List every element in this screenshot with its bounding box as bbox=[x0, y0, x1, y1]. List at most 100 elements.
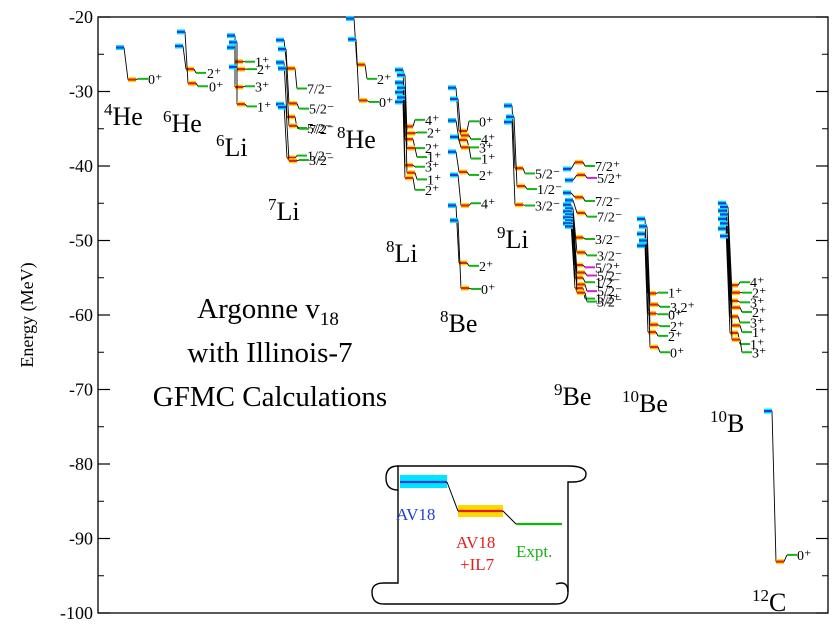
level-label: 7/2⁻ bbox=[595, 195, 620, 210]
level-connector bbox=[457, 136, 462, 148]
y-tick-label: -90 bbox=[69, 529, 93, 549]
nucleus-label-9Li: 9Li bbox=[497, 223, 529, 254]
level-label: 4⁺ bbox=[750, 276, 764, 291]
level-connector bbox=[737, 316, 741, 323]
level-label: 7/2⁻ bbox=[597, 211, 622, 226]
level-connector bbox=[414, 172, 418, 180]
legend-il7-text-2: +IL7 bbox=[460, 555, 495, 574]
level-connector bbox=[657, 304, 661, 308]
nucleus-mass-number: 9 bbox=[554, 380, 563, 399]
level-connector bbox=[296, 103, 300, 109]
level-label: 0⁺ bbox=[670, 346, 684, 361]
level-label: 3/2⁻ bbox=[597, 296, 622, 311]
level-label: 5/2⁺ bbox=[595, 261, 620, 276]
level-connector bbox=[582, 197, 586, 202]
level-label: 2⁺ bbox=[668, 330, 682, 345]
nucleus-mass-number: 10 bbox=[710, 407, 727, 426]
nucleus-element-symbol: He bbox=[172, 109, 202, 138]
nucleus-label-12C: 12C bbox=[752, 586, 786, 617]
level-connector bbox=[646, 240, 651, 348]
level-label: 0⁺ bbox=[379, 96, 393, 111]
level-label: 0⁺ bbox=[148, 73, 162, 88]
level-connector bbox=[182, 45, 187, 70]
level-label: 1⁺ bbox=[255, 56, 269, 71]
y-tick-label: -80 bbox=[69, 454, 93, 474]
level-connector bbox=[570, 162, 576, 170]
level-connector bbox=[584, 284, 588, 292]
level-connector bbox=[582, 277, 586, 283]
level-label: 1⁺ bbox=[668, 287, 682, 302]
level-connector bbox=[513, 116, 518, 187]
level-groups: 0⁺ 2⁺0⁺1⁺2⁺3⁺1⁺7/2⁻5/2⁻5/2⁻7/2⁻1/2⁻3/2⁻2⁺… bbox=[116, 15, 811, 565]
level-connector bbox=[644, 233, 649, 314]
nucleus-label-6He: 6He bbox=[163, 107, 202, 138]
level-label: 2⁺ bbox=[427, 126, 441, 141]
level-label: 2⁺ bbox=[425, 142, 439, 157]
level-connector bbox=[455, 87, 460, 132]
level-connector bbox=[184, 31, 189, 84]
level-connector bbox=[655, 331, 659, 337]
level-connector bbox=[296, 159, 300, 162]
nucleus-element-symbol: He bbox=[346, 125, 376, 154]
nucleus-group-8He: 2⁺ 0⁺ bbox=[346, 15, 393, 111]
nucleus-group-6He: 2⁺0⁺ bbox=[175, 29, 223, 95]
level-connector bbox=[123, 47, 129, 80]
level-connector bbox=[457, 220, 462, 289]
level-connector bbox=[524, 185, 528, 190]
level-connector bbox=[739, 307, 743, 313]
legend-connector-1 bbox=[446, 481, 459, 512]
scroll-outline bbox=[371, 465, 587, 605]
nucleus-mass-number: 7 bbox=[268, 195, 277, 214]
level-label: 1⁺ bbox=[752, 326, 766, 341]
level-connector bbox=[283, 62, 288, 117]
level-label: 0⁺ bbox=[479, 115, 493, 130]
level-label: 3/2⁻ bbox=[535, 199, 560, 214]
nucleus-group-9Be: 7/2⁺5/2⁺7/2⁻7/2⁻3/2⁻3/2⁻5/2⁺5/2⁻1/2⁻5/2⁻… bbox=[563, 159, 622, 311]
level-connector bbox=[655, 292, 659, 294]
nucleus-mass-number: 8 bbox=[386, 237, 395, 256]
level-connector bbox=[511, 122, 516, 205]
level-connector bbox=[135, 78, 139, 81]
nucleus-label-8Li: 8Li bbox=[386, 237, 418, 268]
level-connector bbox=[725, 228, 731, 333]
level-connector bbox=[296, 125, 300, 130]
nucleus-group-10Be: 1⁺3,2⁺0⁺2⁺2⁺0⁺ bbox=[637, 216, 695, 361]
level-label: 1/2⁻ bbox=[595, 276, 620, 291]
level-connector bbox=[727, 236, 733, 340]
level-connector bbox=[195, 83, 199, 87]
nucleus-element-symbol: He bbox=[113, 102, 143, 131]
level-connector bbox=[402, 82, 406, 140]
annotation-line1-sub: 18 bbox=[320, 309, 339, 330]
level-connector bbox=[364, 64, 368, 79]
level-connector bbox=[783, 554, 788, 562]
level-connector bbox=[582, 237, 586, 240]
level-label: 1⁺ bbox=[427, 151, 441, 166]
nucleus-element-symbol: Be bbox=[563, 382, 592, 411]
annotation-line2: with Illinois-7 bbox=[187, 337, 352, 369]
level-label: 2⁺ bbox=[377, 73, 391, 88]
level-connector bbox=[412, 177, 416, 190]
nucleus-mass-number: 8 bbox=[337, 123, 346, 142]
nucleus-element-symbol: C bbox=[769, 588, 786, 617]
level-connector bbox=[572, 208, 578, 253]
nucleus-group-8Li: 4⁺2⁺2⁺1⁺3⁺1⁺2⁺ bbox=[395, 67, 441, 199]
level-label: 3/2⁻ bbox=[595, 233, 620, 248]
nucleus-label-8Be: 8Be bbox=[440, 307, 477, 338]
level-label: 5/2⁻ bbox=[307, 122, 332, 137]
nucleus-label-10B: 10B bbox=[710, 407, 744, 438]
level-label: 2⁺ bbox=[425, 184, 439, 199]
legend-scroll: AV18 AV18 +IL7 Expt. bbox=[371, 465, 587, 605]
level-label: 2⁺ bbox=[670, 320, 684, 335]
nucleus-mass-number: 6 bbox=[216, 131, 225, 150]
level-label: 7/2⁺ bbox=[595, 160, 620, 175]
level-connector bbox=[294, 68, 298, 89]
level-label: 3⁺ bbox=[425, 161, 439, 176]
level-label: 1⁺ bbox=[750, 338, 764, 353]
nucleus-group-4He: 0⁺ bbox=[116, 45, 162, 88]
nucleus-label-6Li: 6Li bbox=[216, 131, 248, 162]
level-label: 5/2⁻ bbox=[597, 270, 622, 285]
nucleus-mass-number: 4 bbox=[104, 100, 113, 119]
nucleus-group-12C: 0⁺ bbox=[764, 408, 811, 565]
y-tick-label: -30 bbox=[69, 82, 93, 102]
